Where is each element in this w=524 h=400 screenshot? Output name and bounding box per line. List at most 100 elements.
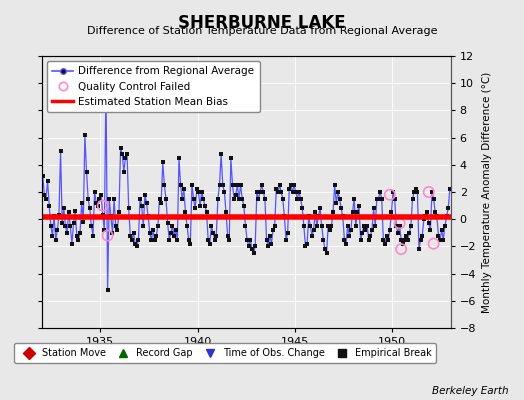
Point — [433, 213, 441, 220]
Point — [267, 240, 276, 247]
Point — [79, 219, 88, 225]
Point — [366, 232, 375, 239]
Point — [353, 209, 362, 216]
Point — [113, 227, 122, 233]
Point — [89, 232, 97, 239]
Point — [285, 186, 293, 192]
Point — [91, 189, 99, 195]
Point — [337, 205, 345, 212]
Point — [445, 186, 454, 192]
Point — [181, 209, 190, 216]
Point — [139, 223, 147, 229]
Point — [342, 240, 350, 247]
Point — [82, 168, 91, 175]
Point — [363, 223, 372, 229]
Point — [274, 189, 282, 195]
Point — [191, 205, 200, 212]
Point — [163, 220, 172, 226]
Point — [295, 189, 303, 195]
Point — [119, 168, 128, 175]
Point — [421, 213, 430, 220]
Point — [100, 227, 108, 233]
Point — [264, 243, 272, 250]
Point — [301, 243, 310, 250]
Point — [236, 182, 245, 188]
Point — [283, 230, 292, 236]
Point — [438, 227, 446, 233]
Point — [291, 189, 300, 195]
Point — [115, 209, 123, 216]
Point — [308, 232, 316, 239]
Point — [232, 192, 240, 198]
Point — [384, 236, 392, 243]
Point — [298, 205, 307, 212]
Point — [107, 213, 115, 220]
Point — [180, 186, 188, 192]
Point — [399, 240, 407, 247]
Point — [144, 213, 152, 220]
Point — [282, 236, 290, 243]
Point — [246, 236, 255, 243]
Point — [339, 213, 347, 220]
Point — [165, 236, 173, 243]
Point — [332, 200, 341, 206]
Point — [170, 232, 178, 239]
Point — [162, 196, 170, 202]
Point — [441, 223, 449, 229]
Point — [313, 223, 321, 229]
Point — [123, 151, 131, 157]
Point — [168, 223, 177, 229]
Point — [243, 236, 252, 243]
Point — [129, 230, 138, 236]
Point — [275, 182, 283, 188]
Point — [415, 246, 423, 252]
Point — [167, 230, 175, 236]
Point — [186, 240, 194, 247]
Point — [193, 186, 201, 192]
Point — [288, 189, 297, 195]
Point — [99, 212, 107, 218]
Point — [116, 145, 125, 152]
Point — [238, 196, 246, 202]
Point — [263, 236, 271, 243]
Point — [270, 223, 279, 229]
Point — [53, 227, 61, 233]
Point — [146, 230, 154, 236]
Point — [350, 196, 358, 202]
Point — [178, 196, 187, 202]
Point — [198, 189, 206, 195]
Point — [147, 236, 156, 243]
Point — [205, 240, 214, 247]
Point — [128, 236, 136, 243]
Point — [383, 232, 391, 239]
Point — [373, 196, 381, 202]
Point — [413, 189, 422, 195]
Point — [424, 189, 433, 195]
Point — [196, 202, 204, 209]
Point — [261, 196, 269, 202]
Point — [426, 227, 434, 233]
Point — [386, 192, 394, 198]
Point — [405, 230, 413, 236]
Point — [150, 236, 159, 243]
Point — [87, 223, 95, 229]
Point — [50, 213, 58, 220]
Point — [387, 209, 396, 216]
Point — [324, 223, 332, 229]
Point — [348, 209, 357, 216]
Point — [322, 250, 331, 256]
Point — [99, 202, 107, 209]
Point — [389, 189, 397, 195]
Legend: Difference from Regional Average, Quality Control Failed, Estimated Station Mean: Difference from Regional Average, Qualit… — [47, 61, 259, 112]
Point — [309, 227, 318, 233]
Point — [428, 189, 436, 195]
Point — [201, 202, 209, 209]
Point — [358, 230, 366, 236]
Point — [318, 223, 326, 229]
Point — [211, 236, 219, 243]
Point — [92, 200, 101, 206]
Point — [63, 230, 71, 236]
Point — [155, 196, 163, 202]
Point — [173, 236, 181, 243]
Point — [154, 223, 162, 229]
